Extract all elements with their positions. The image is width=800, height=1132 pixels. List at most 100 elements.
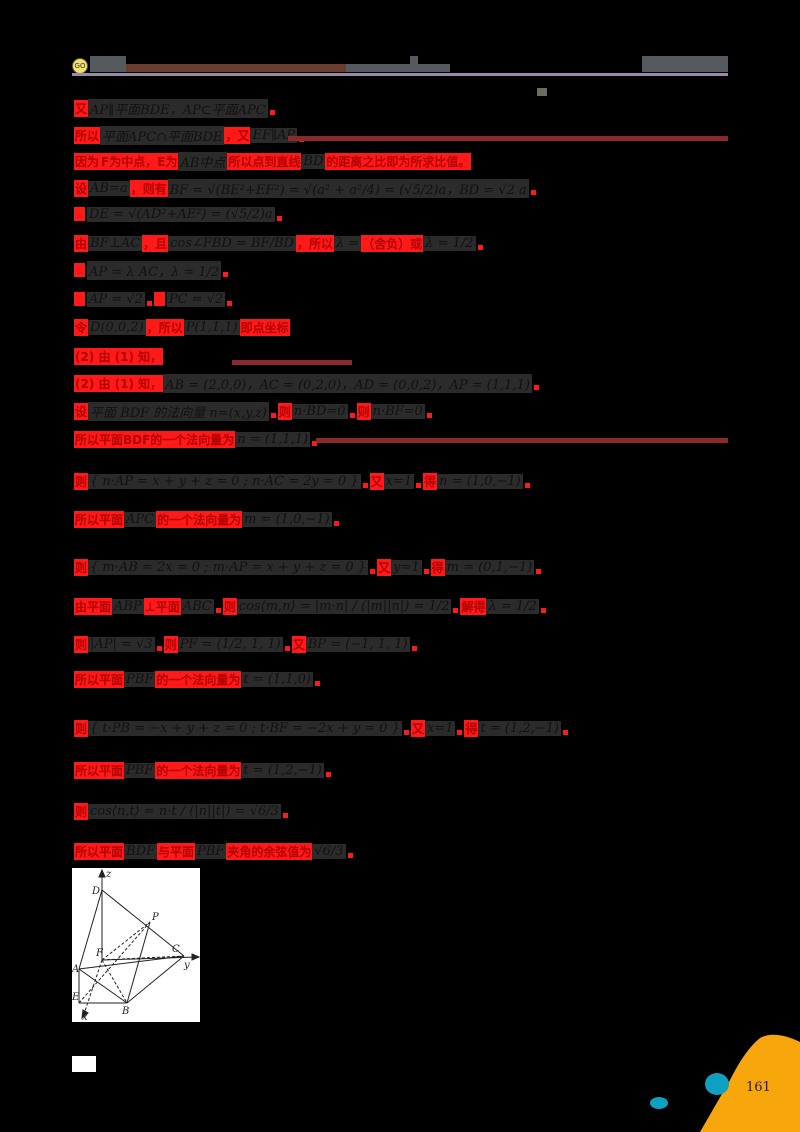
highlighted-text: 则 — [74, 558, 89, 576]
math-expression: cos⟨m,n⟩ = |m·n| / (|m||n|) = 1/2 — [236, 598, 452, 614]
svg-text:B: B — [121, 1006, 129, 1017]
punctuation-mark — [269, 110, 275, 115]
punctuation-mark — [284, 646, 290, 651]
svg-text:A: A — [72, 964, 79, 975]
text-line: 由 BF⊥AC ，且 cos∠FBD = BF/BD ，所以 λ = （舍负）或 λ = 1/… — [74, 232, 485, 254]
svg-text:C: C — [172, 944, 180, 955]
svg-text:z: z — [105, 869, 112, 880]
highlighted-text: 得 — [464, 719, 479, 737]
footer-marker — [72, 1056, 96, 1072]
math-expression: PF = (1/2, 1, 1) — [177, 636, 283, 652]
math-expression: BF = √(BE²+EF²) = √(a² + a²/4) = (√5/2)a… — [167, 178, 529, 198]
highlighted-text: 又 — [377, 558, 392, 576]
decor-circle — [650, 1097, 668, 1109]
math-expression: m = (1,0,−1) — [242, 511, 332, 527]
math-expression: BD — [301, 153, 326, 169]
highlighted-text: 设 — [74, 402, 89, 420]
highlighted-text: ，且 — [142, 234, 169, 252]
highlighted-text: 又 — [369, 472, 384, 490]
math-expression: BDF — [124, 843, 158, 859]
highlighted-text: 所以 — [74, 126, 101, 144]
highlighted-text: 因为 — [74, 152, 101, 170]
line-marker — [74, 292, 85, 306]
highlighted-text: 则 — [74, 719, 89, 737]
svg-text:F: F — [95, 948, 104, 959]
text-line: 则 cos⟨n,t⟩ = n·t / (|n||t|) = √6/3 — [74, 800, 290, 822]
math-expression: { t·PB = −x + y + z = 0 ; t·BF = −2x + y… — [88, 720, 402, 736]
highlighted-text: 即点坐标 — [239, 318, 290, 336]
tetrahedron-diagram: z D P F C y A E B x — [71, 868, 201, 1023]
math-expression: n·BD=0 — [291, 403, 348, 419]
math-expression: cos⟨n,t⟩ = n·t / (|n||t|) = √6/3 — [88, 803, 281, 819]
line-marker — [74, 207, 85, 221]
highlighted-text: ，所以 — [295, 234, 334, 252]
punctuation-mark — [314, 681, 320, 686]
highlighted-text: 夹角的余弦值为 — [226, 842, 313, 860]
math-expression: λ = — [333, 235, 362, 251]
line-marker — [74, 263, 85, 277]
math-expression: P(1,1,1) — [183, 319, 240, 335]
math-expression: |AP| = √3 — [88, 636, 155, 652]
math-expression: APC — [124, 511, 157, 527]
math-expression: x=1 — [424, 720, 456, 736]
redaction-rule — [288, 136, 728, 141]
math-expression: √6/3 — [312, 843, 346, 859]
page-number: 161 — [746, 1080, 771, 1095]
math-expression: 平面 BDF 的法向量 n=(x,y,z) — [88, 401, 269, 421]
math-expression: AB中点 — [178, 151, 228, 171]
highlighted-text: 与平面 — [157, 842, 196, 860]
text-line: 设 AB=a ，则有 BF = √(BE²+EF²) = √(a² + a²/4) =… — [74, 177, 538, 199]
text-line: 所以平面 PBF 的一个法向量为 t = (1,2,−1) — [74, 759, 333, 781]
highlighted-text: 又 — [291, 635, 306, 653]
highlighted-text: 解得 — [460, 597, 487, 615]
punctuation-mark — [146, 301, 152, 306]
highlighted-text: 所以平面 — [74, 510, 125, 528]
text-line: 则{ t·PB = −x + y + z = 0 ; t·BF = −2x + … — [74, 717, 570, 739]
highlighted-text: 则 — [74, 635, 89, 653]
punctuation-mark — [426, 413, 432, 418]
text-line: DE = √(AD²+AE²) = (√5/2)a — [74, 203, 284, 225]
math-expression: AB = (2,0,0)，AC = (0,2,0)，AD = (0,0,2)，A… — [163, 373, 532, 393]
math-expression: n = (1,0,−1) — [437, 473, 523, 489]
highlighted-text: 得 — [430, 558, 445, 576]
page-corner-decoration — [700, 1034, 800, 1132]
highlighted-text: 则 — [74, 472, 89, 490]
svg-text:P: P — [151, 912, 159, 923]
punctuation-mark — [530, 190, 536, 195]
punctuation-mark — [347, 853, 353, 858]
math-expression: ABP — [112, 598, 144, 614]
math-expression: ABC — [180, 598, 214, 614]
text-line: (2) 由 (1) 知， AB = (2,0,0)，AC = (0,2,0)，AD… — [74, 372, 541, 394]
highlighted-text: 所以平面BDF的一个法向量为 — [74, 430, 236, 448]
math-expression: n = (1,1,1) — [235, 431, 311, 447]
header-bar — [126, 64, 346, 72]
logo-icon: GO — [72, 58, 88, 74]
punctuation-mark — [349, 413, 355, 418]
highlighted-text: 所以平面 — [74, 670, 125, 688]
math-expression: λ = 1/2 — [423, 235, 476, 251]
punctuation-mark — [156, 646, 162, 651]
redaction-rule — [232, 360, 352, 365]
highlighted-text: 的一个法向量为 — [156, 510, 243, 528]
text-line: 令 D(0,0,2) ，所以 P(1,1,1) 即点坐标 — [74, 316, 290, 338]
highlighted-text: ，又 — [224, 126, 251, 144]
highlighted-text: 又 — [74, 99, 89, 117]
text-line: 则 |AP| = √3 则 PF = (1/2, 1, 1) 又 BP = (−1, 1,… — [74, 633, 419, 655]
text-line: 则{ m·AB = 2x = 0 ; m·AP = x + y + z = 0 … — [74, 556, 543, 578]
highlighted-text: 所以点到直线 — [227, 152, 302, 170]
math-expression: BF⊥AC — [88, 235, 143, 251]
math-expression: PBF — [195, 843, 227, 859]
punctuation-mark — [403, 730, 409, 735]
svg-text:E: E — [72, 992, 80, 1003]
punctuation-mark — [215, 608, 221, 613]
text-line: 所以 平面APC∩平面BDE ，又 EF∥AP — [74, 124, 306, 146]
text-line: 因为 F为中点，E为 AB中点 所以点到直线 BD 的距离之比即为所求比值。 — [74, 150, 472, 172]
highlighted-text: 则 — [222, 597, 237, 615]
math-expression: { n·AP = x + y + z = 0 ; n·AC = 2y = 0 } — [88, 473, 361, 489]
punctuation-mark — [223, 272, 229, 277]
punctuation-mark — [562, 730, 568, 735]
marker — [537, 88, 547, 96]
text-line: AP = √2 PC = √2 — [74, 288, 234, 310]
highlighted-text: 的一个法向量为 — [155, 761, 242, 779]
text-line: 则{ n·AP = x + y + z = 0 ; n·AC = 2y = 0 … — [74, 470, 532, 492]
